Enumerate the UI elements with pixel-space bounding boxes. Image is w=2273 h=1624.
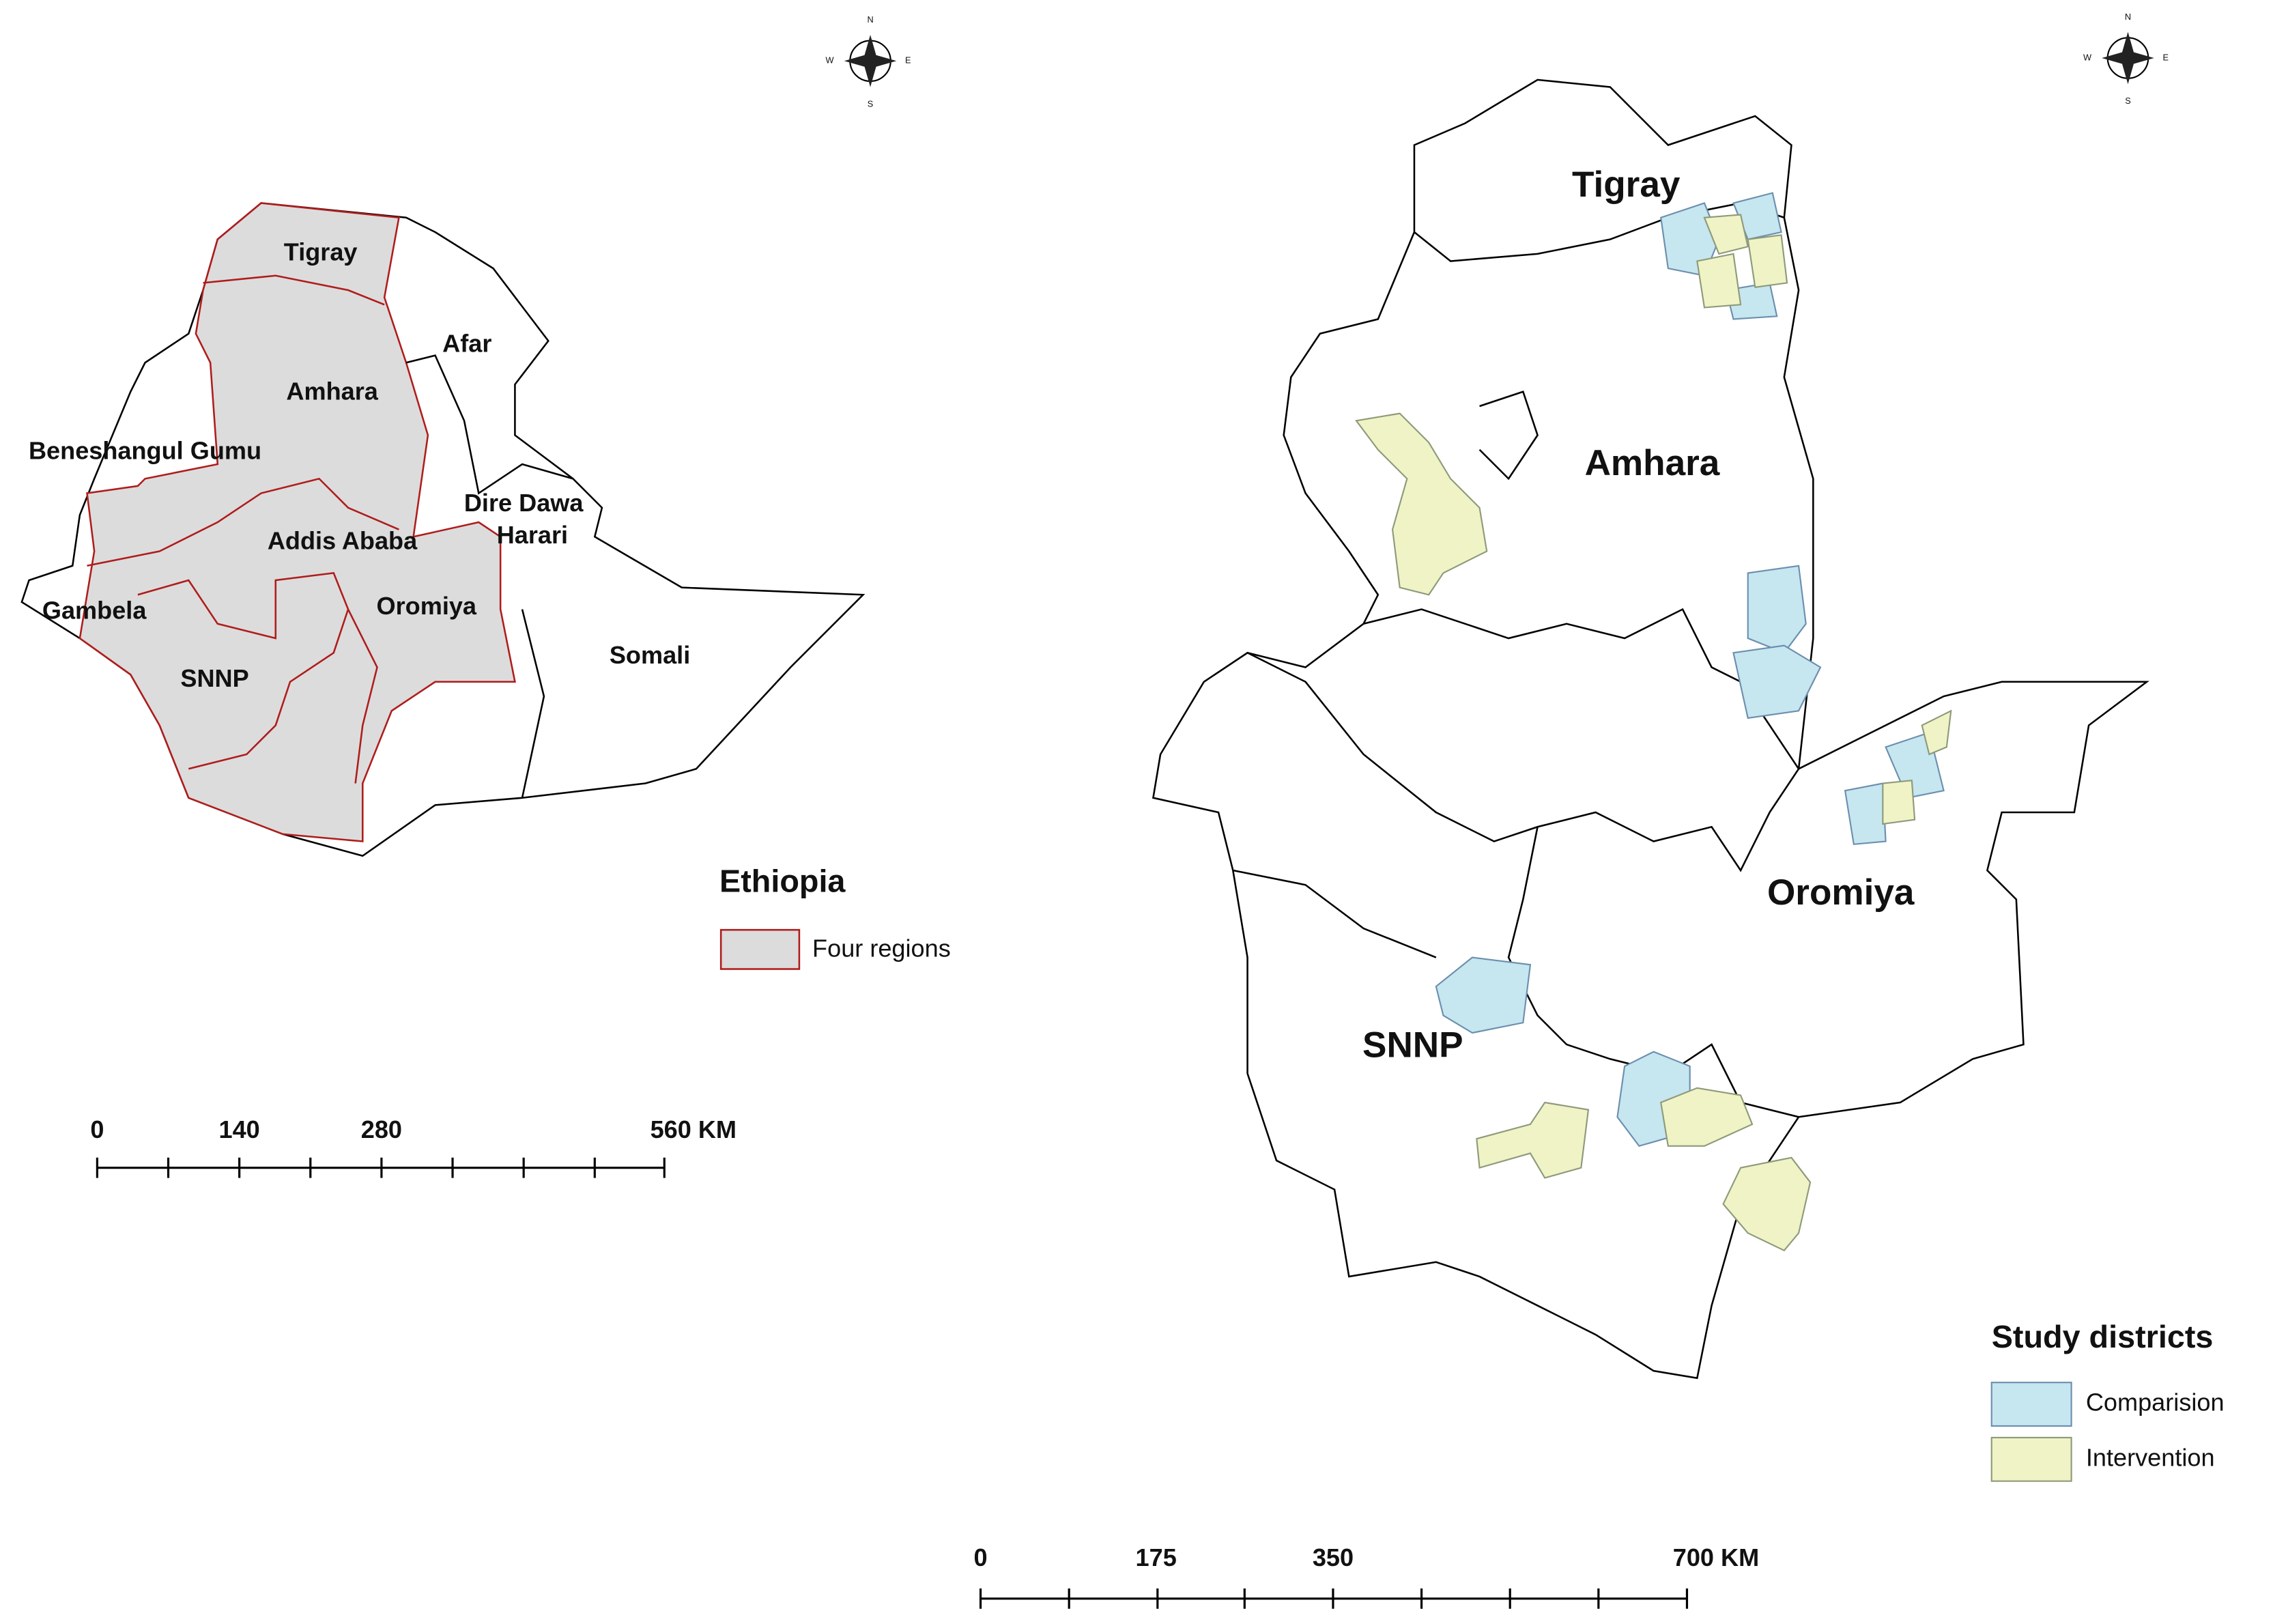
district [1882, 780, 1916, 825]
legend-swatch [719, 928, 801, 970]
region-label: Somali [610, 641, 690, 669]
region-label: Amhara [286, 377, 378, 405]
region-boundary [1478, 390, 1539, 481]
scale-label: 700 KM [1673, 1543, 1759, 1571]
study-map: Tigray Amhara Oromiya SNNP [1152, 79, 2149, 1380]
legend-swatch [1990, 1382, 2072, 1427]
region-label: SNNP [1362, 1025, 1463, 1065]
region-boundary [1507, 827, 1799, 1118]
compass-n: N [2125, 12, 2131, 22]
region-label: Tigray [1572, 165, 1681, 205]
scale-label: 140 [219, 1115, 260, 1143]
regions-outline [1152, 79, 2149, 1380]
scale-label: 0 [90, 1115, 104, 1143]
compass: N E S W [826, 14, 911, 109]
four-regions [78, 202, 516, 842]
region-boundary [521, 609, 545, 799]
comparison-districts [1435, 192, 1945, 1148]
compass-w: W [826, 55, 834, 66]
district [1844, 782, 1887, 845]
scale-label: 350 [1313, 1543, 1354, 1571]
district [1435, 956, 1532, 1034]
district [1732, 644, 1822, 720]
compass-w: W [2083, 52, 2091, 62]
region-boundary [1363, 608, 1800, 769]
legend-label: Four regions [812, 934, 951, 962]
legend-swatch [1990, 1436, 2072, 1482]
region-label: Tigray [284, 238, 358, 266]
ethiopia-map: Tigray Afar Amhara Beneshangul Gumu Dire… [20, 202, 866, 857]
district [1355, 412, 1488, 596]
region-label: Beneshangul Gumu [29, 437, 261, 465]
scale-bar: 0 175 350 700 KM [974, 1543, 1759, 1609]
region-label: Addis Ababa [268, 526, 418, 554]
compass: N E S W [2083, 12, 2169, 106]
scale-bar: 0 140 280 560 KM [90, 1115, 737, 1178]
scale-label: 560 KM [651, 1115, 737, 1143]
compass-star [2102, 31, 2154, 85]
region-label: Oromiya [1767, 872, 1915, 913]
scale-label: 0 [974, 1543, 988, 1571]
compass-star [844, 35, 897, 87]
legend: Study districts Comparision Intervention [1990, 1319, 2225, 1482]
legend-title: Ethiopia [719, 864, 846, 899]
scale-ticks [96, 1157, 666, 1178]
legend-label: Comparision [2086, 1388, 2225, 1416]
district [1921, 709, 1952, 756]
legend: Ethiopia Four regions [719, 864, 951, 970]
region-boundary [87, 477, 399, 567]
district [1722, 1156, 1812, 1252]
district [1660, 1087, 1754, 1147]
region-boundary [137, 572, 349, 770]
district [1747, 234, 1788, 288]
legend-title: Study districts [1992, 1319, 2214, 1354]
scale-label: 280 [361, 1115, 402, 1143]
scale-label: 175 [1136, 1543, 1177, 1571]
region-label: Harari [497, 521, 568, 549]
scale-ticks [979, 1588, 1689, 1609]
region-label: Afar [442, 329, 491, 357]
region-boundary [1246, 652, 1800, 872]
region-boundary [347, 608, 378, 784]
intervention-districts [1355, 214, 1952, 1252]
compass-e: E [2162, 52, 2169, 62]
region-boundary [203, 274, 385, 306]
region-label: Gambela [42, 596, 147, 624]
district [1476, 1101, 1590, 1179]
district [1747, 565, 1807, 654]
district [1703, 214, 1749, 255]
region-label: Amhara [1585, 443, 1720, 483]
region-label: Dire Dawa [464, 489, 584, 517]
region-label: Oromiya [377, 592, 477, 620]
compass-e: E [905, 55, 911, 66]
compass-n: N [867, 14, 873, 25]
compass-s: S [2125, 96, 2131, 106]
region-boundary [405, 354, 573, 495]
district [1696, 253, 1742, 309]
region-boundary [1233, 869, 1437, 958]
compass-s: S [868, 98, 874, 109]
region-label: SNNP [180, 664, 248, 692]
legend-label: Intervention [2086, 1443, 2215, 1471]
